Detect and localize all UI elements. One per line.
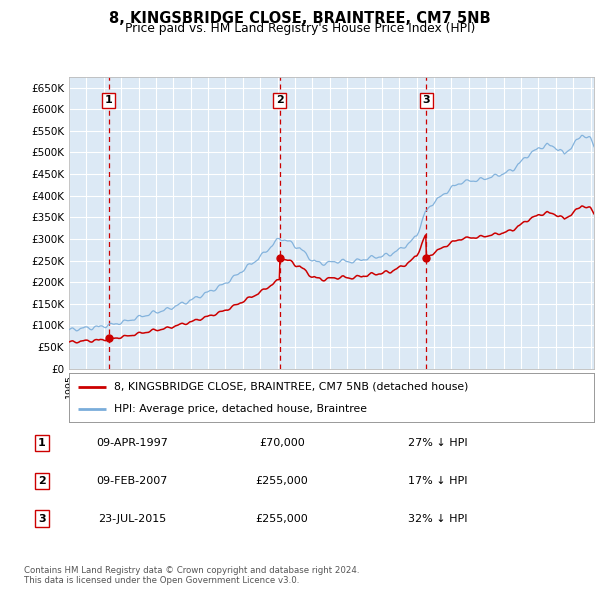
Text: HPI: Average price, detached house, Braintree: HPI: Average price, detached house, Brai… <box>113 404 367 414</box>
Text: 1: 1 <box>38 438 46 448</box>
Text: Contains HM Land Registry data © Crown copyright and database right 2024.
This d: Contains HM Land Registry data © Crown c… <box>24 566 359 585</box>
Text: 09-FEB-2007: 09-FEB-2007 <box>97 476 167 486</box>
Text: 32% ↓ HPI: 32% ↓ HPI <box>408 514 467 523</box>
Text: £255,000: £255,000 <box>256 476 308 486</box>
Text: 2: 2 <box>38 476 46 486</box>
Text: 17% ↓ HPI: 17% ↓ HPI <box>408 476 467 486</box>
Text: £70,000: £70,000 <box>259 438 305 448</box>
Text: £255,000: £255,000 <box>256 514 308 523</box>
Text: 27% ↓ HPI: 27% ↓ HPI <box>408 438 467 448</box>
Text: 3: 3 <box>422 96 430 106</box>
Text: 8, KINGSBRIDGE CLOSE, BRAINTREE, CM7 5NB (detached house): 8, KINGSBRIDGE CLOSE, BRAINTREE, CM7 5NB… <box>113 382 468 392</box>
Text: 2: 2 <box>275 96 283 106</box>
Text: 3: 3 <box>38 514 46 523</box>
Text: 09-APR-1997: 09-APR-1997 <box>96 438 168 448</box>
Text: 23-JUL-2015: 23-JUL-2015 <box>98 514 166 523</box>
Text: Price paid vs. HM Land Registry's House Price Index (HPI): Price paid vs. HM Land Registry's House … <box>125 22 475 35</box>
Text: 8, KINGSBRIDGE CLOSE, BRAINTREE, CM7 5NB: 8, KINGSBRIDGE CLOSE, BRAINTREE, CM7 5NB <box>109 11 491 25</box>
Text: 1: 1 <box>105 96 113 106</box>
